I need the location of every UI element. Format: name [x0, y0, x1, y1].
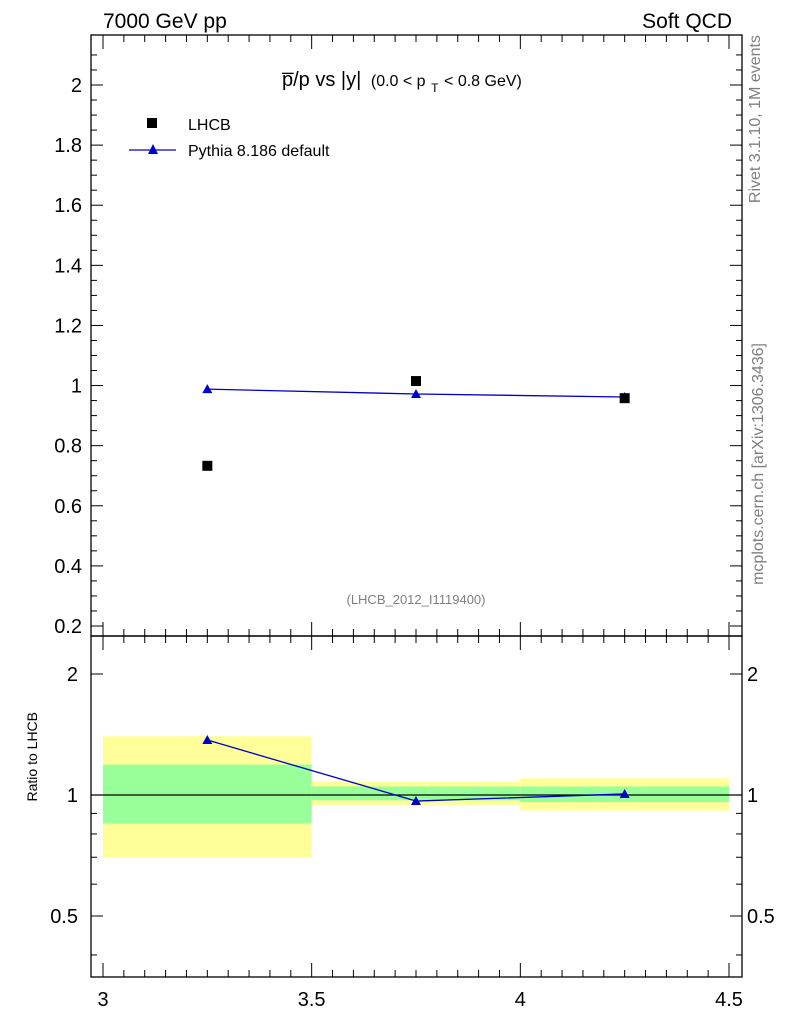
legend-pythia-label: Pythia 8.186 default	[188, 143, 330, 160]
ratio-ytick-label-right: 1	[747, 785, 758, 807]
lhcb-point	[619, 393, 630, 404]
main-panel: 0.2 0.4 0.6 0.8 1 1.2 1.4 1.6 1.8 2	[54, 34, 743, 638]
ratio-band-green	[103, 764, 312, 824]
ratio-ytick-label: 1	[67, 785, 78, 807]
legend: LHCB Pythia 8.186 default	[129, 117, 330, 160]
ratio-ytick-label: 0.5	[50, 906, 78, 928]
lhcb-point	[202, 460, 213, 471]
legend-lhcb-marker	[147, 118, 157, 128]
ratio-point	[619, 788, 630, 798]
analysis-watermark: (LHCB_2012_I1119400)	[346, 592, 485, 607]
legend-pythia-marker	[148, 144, 158, 154]
ratio-ytick-label: 2	[67, 664, 78, 686]
ratio-xtick-label: 3.5	[298, 989, 326, 1011]
main-title-cut-end: < 0.8 GeV)	[444, 73, 522, 90]
main-ytick-label: 1.4	[54, 255, 82, 277]
ratio-xtick-label: 3	[97, 989, 108, 1011]
main-title-cut: (0.0 < p	[371, 73, 426, 90]
main-ytick-label: 0.8	[54, 436, 82, 458]
ratio-ytick-label-right: 2	[747, 664, 758, 686]
main-ytick-label: 1.6	[54, 195, 82, 217]
main-ytick-label: 0.6	[54, 496, 82, 518]
side-text-bottom: mcplots.cern.ch [arXiv:1306.3436]	[750, 343, 767, 585]
ratio-ytick-label-right: 0.5	[747, 906, 775, 928]
main-ytick-label: 1.8	[54, 135, 82, 157]
pythia-point	[411, 388, 421, 398]
main-title-text: p̅/p vs |y|	[282, 69, 361, 91]
ratio-band-green	[311, 786, 521, 801]
main-title-cut-sub: T	[431, 81, 439, 95]
main-ytick-label: 2	[71, 75, 82, 97]
ratio-point	[411, 796, 421, 806]
main-ytick-label: 1.2	[54, 315, 82, 337]
pythia-point	[202, 384, 213, 394]
lhcb-point	[411, 376, 421, 387]
legend-lhcb-label: LHCB	[188, 117, 231, 134]
header-right: Soft QCD	[642, 10, 732, 33]
side-text-top: Rivet 3.1.10, 1M events	[747, 35, 764, 203]
main-ytick-label: 1	[71, 376, 82, 398]
main-title: p̅/p vs |y| (0.0 < p T < 0.8 GeV)	[282, 69, 522, 97]
header-left: 7000 GeV pp	[103, 10, 227, 33]
main-ytick-label: 0.2	[54, 616, 82, 638]
ratio-panel: 0.5 0.5 1 1 2 2 3 3.5 4 4.5	[50, 635, 775, 1011]
main-ytick-label: 0.4	[54, 556, 82, 578]
ratio-point	[202, 735, 213, 745]
ratio-ylabel: Ratio to LHCB	[24, 712, 40, 801]
ratio-xtick-label: 4	[515, 989, 526, 1011]
ratio-xtick-label: 4.5	[715, 989, 743, 1011]
